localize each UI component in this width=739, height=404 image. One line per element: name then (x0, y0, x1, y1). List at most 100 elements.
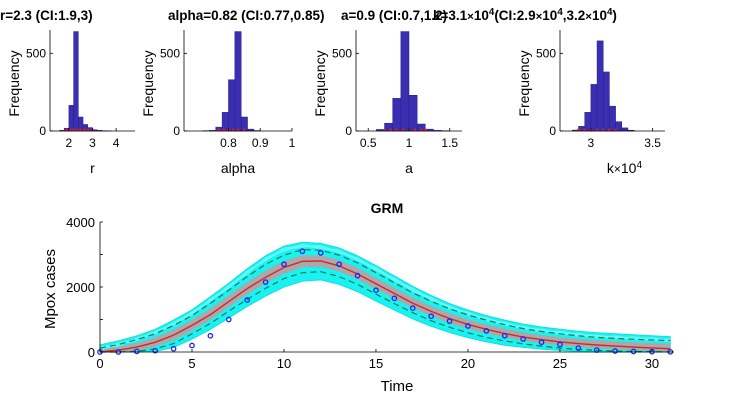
times-symbol: × (614, 162, 621, 176)
histogram-bar (400, 31, 410, 132)
histogram-bar (68, 105, 74, 132)
data-point (538, 339, 545, 346)
histogram-bar (228, 79, 236, 132)
x-tick-label: 1 (406, 136, 413, 150)
x-tick-label: 5 (188, 356, 195, 371)
y-tick-label: 0 (549, 124, 556, 138)
text-part: r (90, 160, 95, 176)
text-part: r=2.3 (CI:1.9,3) (0, 8, 93, 23)
times-symbol: × (585, 11, 592, 23)
text-part: alpha=0.82 (CI:0.77,0.85) (168, 8, 324, 23)
times-symbol: × (536, 11, 543, 23)
y-tick-label: 500 (536, 46, 556, 60)
data-point (299, 248, 306, 255)
x-tick-label: 2 (66, 136, 73, 150)
histogram-bar (392, 98, 402, 132)
y-tick-label: 500 (332, 46, 352, 60)
y-minor-tick-label: 1000 (66, 313, 95, 328)
y-tick-label: 4000 (66, 215, 95, 230)
histogram-bar (73, 31, 79, 132)
data-point (207, 332, 214, 339)
x-tick-label: 30 (645, 356, 659, 371)
x-axis-label: alpha (221, 160, 255, 176)
y-tick-label: 0 (173, 124, 180, 138)
x-tick-label: 3.5 (644, 136, 661, 150)
y-minor-tick-label: 3000 (66, 248, 95, 263)
histogram-bar (609, 105, 616, 132)
data-point (575, 345, 582, 351)
data-point (262, 279, 269, 285)
histogram-panel-3: 0.5 1 1.5 0 500 Frequency a (312, 30, 462, 176)
simulation-trace (99, 245, 671, 348)
text-part: ) (612, 8, 617, 23)
x-axis-label: r (90, 160, 95, 176)
lower-bound-line (100, 271, 671, 353)
exponent: 4 (636, 160, 642, 171)
x-axis-label: a (405, 160, 413, 176)
data-point (428, 313, 435, 320)
data-point (520, 336, 526, 342)
text-part: 10 (542, 8, 557, 23)
x-tick-label: 15 (369, 356, 383, 371)
y-tick-label: 500 (26, 46, 46, 60)
data-point (465, 323, 471, 329)
x-tick-label: 10 (277, 356, 291, 371)
histogram-title: r=2.3 (CI:1.9,3) (0, 8, 93, 23)
y-tick-label: 0 (88, 345, 95, 360)
mean-fit-line (99, 260, 671, 353)
y-axis-label: Frequency (6, 50, 22, 116)
histogram-title: k=3.1×104(CI:2.9×104,3.2×104) (433, 7, 617, 24)
simulation-trace (99, 245, 671, 349)
times-symbol: × (467, 11, 474, 23)
histogram-bar (590, 84, 598, 132)
data-point (170, 345, 177, 352)
y-axis-label: Mpox cases (42, 249, 59, 329)
text-part: (CI:2.9 (494, 8, 535, 23)
x-tick-label: 4 (113, 136, 120, 150)
y-axis-label: Frequency (140, 50, 156, 116)
histogram-bar (621, 127, 629, 132)
data-point (612, 348, 618, 354)
x-tick-label: 0.5 (360, 136, 377, 150)
data-point (409, 305, 416, 311)
x-tick-label: 1 (289, 136, 296, 150)
text-part: k=3.1 (433, 8, 468, 23)
x-tick-label: 20 (461, 356, 475, 371)
data-point (225, 316, 232, 323)
histogram-title: alpha=0.82 (CI:0.77,0.85) (168, 8, 324, 23)
main-plot-panel: 0 5 10 15 20 25 30 0 2000 4000 1000 3000 GRM Time Mpox… (42, 200, 674, 395)
x-tick-label: 3 (89, 136, 96, 150)
data-point (189, 342, 195, 349)
exponent: 4 (557, 7, 563, 18)
histogram-bar (408, 95, 418, 132)
histogram-panel-2: 0.8 0.9 1 0 500 Frequency alpha (140, 30, 296, 176)
text-part: 10 (474, 8, 489, 23)
x-tick-label: 0.9 (252, 136, 269, 150)
histogram-bar (596, 40, 604, 132)
data-point (317, 250, 324, 256)
y-tick-label: 2000 (66, 280, 95, 295)
text-part: 10 (592, 8, 607, 23)
data-point (152, 347, 159, 354)
exponent: 4 (607, 7, 613, 18)
data-point (630, 348, 637, 355)
text-part: ,3.2 (563, 8, 586, 23)
x-tick-label: 3 (588, 136, 595, 150)
y-tick-label: 0 (345, 124, 352, 138)
histogram-panel-1: 2 3 4 0 500 Frequency r (6, 30, 135, 176)
data-point (336, 261, 343, 268)
x-axis-label: Time (381, 378, 414, 395)
text-part: alpha (221, 160, 255, 176)
data-point (281, 261, 287, 268)
y-tick-label: 500 (160, 46, 180, 60)
x-axis-label: k×104 (607, 160, 643, 177)
main-plot-title: GRM (371, 200, 404, 216)
histogram-panel-4: 3 3.5 0 500 Frequency k×104 (516, 30, 665, 176)
data-point (354, 272, 361, 279)
text-part: k (607, 160, 615, 176)
histogram-title: a=0.9 (CI:0.7,1.2) (341, 8, 447, 23)
y-tick-label: 0 (39, 124, 46, 138)
text-part: a (405, 160, 413, 176)
x-tick-label: 25 (553, 356, 567, 371)
data-point (557, 341, 563, 348)
